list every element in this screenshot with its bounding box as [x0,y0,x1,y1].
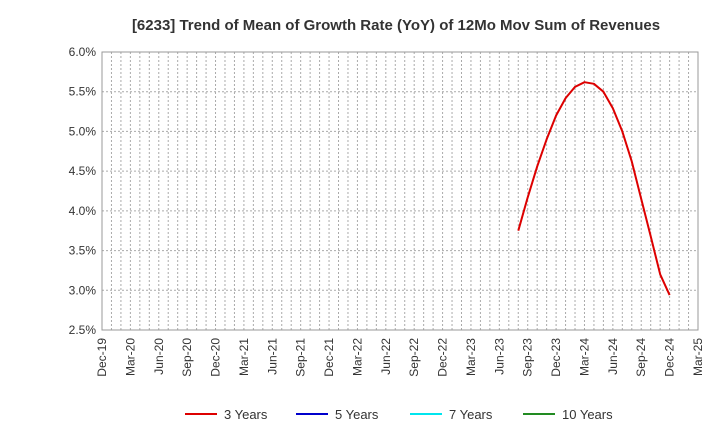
y-tick-label: 2.5% [69,323,97,337]
y-tick-label: 4.0% [69,204,97,218]
legend-label: 7 Years [449,407,493,422]
x-tick-label: Dec-23 [549,338,563,377]
chart-title: [6233] Trend of Mean of Growth Rate (YoY… [132,17,660,34]
x-tick-label: Sep-23 [521,338,535,377]
y-tick-label: 6.0% [69,45,97,59]
x-tick-label: Sep-21 [294,338,308,377]
series-line-3-years [517,81,671,296]
y-axis: 2.5% 3.0% 3.5% 4.0% 4.5% 5.0% 5.5% 6.0% [69,45,97,337]
x-tick-label: Mar-23 [464,338,478,376]
x-tick-label: Sep-24 [634,338,648,377]
series-layer [517,81,671,296]
y-tick-label: 3.0% [69,283,97,297]
x-tick-label: Mar-22 [350,338,364,376]
x-tick-label: Jun-23 [492,338,506,375]
legend-label: 5 Years [335,407,379,422]
y-tick-label: 5.0% [69,124,97,138]
x-tick-label: Jun-21 [265,338,279,375]
x-tick-label: Mar-21 [237,338,251,376]
x-tick-label: Dec-19 [95,338,109,377]
x-tick-label: Dec-22 [436,338,450,377]
x-tick-label: Mar-20 [123,338,137,376]
x-tick-label: Jun-20 [152,338,166,375]
x-axis: Dec-19 Mar-20 Jun-20 Sep-20 Dec-20 Mar-21 Jun-… [95,338,705,377]
x-tick-label: Mar-25 [691,338,705,376]
legend-label: 10 Years [562,407,613,422]
x-tick-label: Jun-24 [606,338,620,375]
x-tick-label: Jun-22 [379,338,393,375]
x-tick-label: Dec-21 [322,338,336,377]
legend-label: 3 Years [224,407,268,422]
x-tick-label: Mar-24 [577,338,591,376]
y-tick-label: 4.5% [69,164,97,178]
x-tick-label: Sep-22 [407,338,421,377]
y-tick-label: 5.5% [69,85,97,99]
plot-frame [101,51,699,331]
x-tick-label: Dec-24 [663,338,677,377]
legend: 3 Years 5 Years 7 Years 10 Years [185,407,613,422]
grid [102,51,698,331]
x-tick-label: Dec-20 [209,338,223,377]
y-tick-label: 3.5% [69,244,97,258]
x-tick-label: Sep-20 [180,338,194,377]
